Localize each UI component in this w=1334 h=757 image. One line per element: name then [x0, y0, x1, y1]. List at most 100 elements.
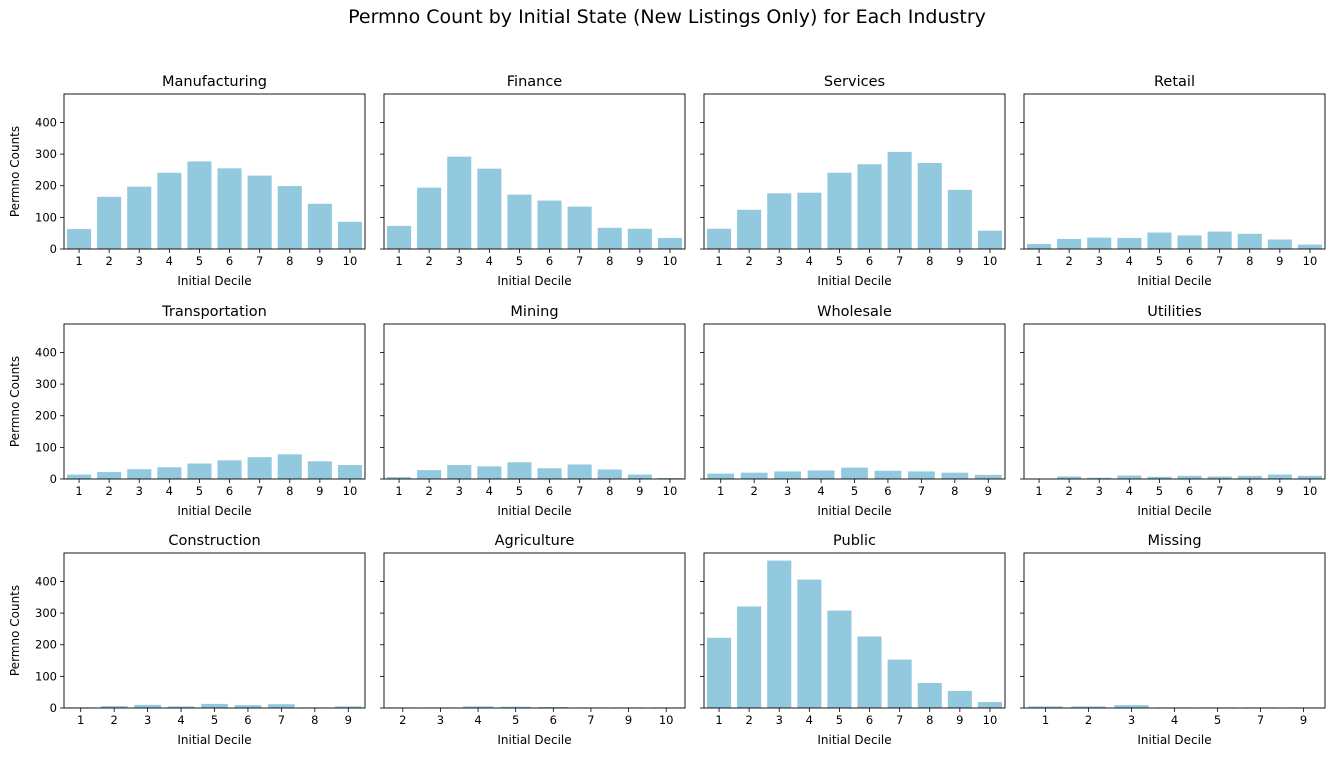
- x-tick-label: 7: [1257, 713, 1264, 727]
- x-tick-label: 2: [425, 254, 432, 268]
- x-tick-label: 9: [316, 254, 323, 268]
- x-tick-label: 9: [636, 254, 643, 268]
- bar: [947, 690, 972, 708]
- bar: [707, 637, 732, 708]
- bar: [908, 471, 935, 479]
- bar: [1267, 239, 1292, 249]
- x-tick-label: 4: [177, 713, 184, 727]
- bar: [337, 221, 362, 249]
- x-axis-label: Initial Decile: [1137, 733, 1211, 747]
- bar: [337, 465, 362, 479]
- bar: [841, 467, 868, 479]
- x-tick-label: 3: [776, 254, 783, 268]
- y-tick-label: 100: [35, 210, 57, 224]
- x-tick-label: 6: [546, 484, 553, 498]
- bar: [974, 474, 1002, 479]
- axes-frame: [703, 323, 1006, 480]
- bar: [977, 230, 1002, 249]
- x-tick-label: 2: [105, 254, 112, 268]
- bar: [941, 472, 969, 479]
- subplot-title: Utilities: [1147, 304, 1202, 320]
- x-tick-label: 10: [663, 254, 678, 268]
- subplot-title: Retail: [1154, 74, 1195, 90]
- bar: [917, 683, 942, 708]
- bar: [97, 472, 122, 479]
- subplot-title: Agriculture: [495, 533, 575, 549]
- x-tick-label: 7: [896, 713, 903, 727]
- bar: [247, 175, 272, 249]
- axes-frame: [383, 93, 686, 250]
- y-tick-label: 300: [35, 377, 57, 391]
- x-tick-label: 6: [226, 254, 233, 268]
- y-tick-label: 0: [50, 242, 57, 256]
- bar: [537, 468, 562, 479]
- bar: [1237, 475, 1262, 479]
- bar: [1087, 477, 1112, 479]
- bar: [1297, 244, 1322, 249]
- x-tick-label: 5: [836, 254, 843, 268]
- bar: [737, 606, 762, 708]
- x-tick-label: 4: [474, 713, 481, 727]
- y-tick-label: 0: [50, 701, 57, 715]
- bar: [1177, 235, 1202, 249]
- x-tick-label: 3: [136, 484, 143, 498]
- bar: [97, 196, 122, 249]
- x-tick-label: 10: [343, 254, 358, 268]
- y-tick-label: 200: [35, 638, 57, 652]
- x-tick-label: 2: [751, 484, 758, 498]
- bar: [1057, 476, 1082, 479]
- bar: [307, 461, 332, 479]
- x-tick-label: 2: [1065, 484, 1072, 498]
- bar: [67, 229, 92, 249]
- bar: [657, 237, 682, 249]
- bar: [307, 203, 332, 249]
- figure-title: Permno Count by Initial State (New Listi…: [348, 6, 986, 28]
- x-tick-label: 8: [606, 484, 613, 498]
- x-axis-label: Initial Decile: [177, 733, 251, 747]
- subplot-title: Missing: [1147, 533, 1201, 549]
- x-tick-label: 9: [636, 484, 643, 498]
- x-tick-label: 1: [717, 484, 724, 498]
- x-axis-label: Initial Decile: [177, 274, 251, 288]
- subplot-finance: 1 2 3 4 5 6 7 8 9 10 Finance Initial Decile: [380, 74, 686, 288]
- x-tick-label: 7: [587, 713, 594, 727]
- x-tick-label: 2: [111, 713, 118, 727]
- x-tick-label: 6: [866, 713, 873, 727]
- x-tick-label: 6: [244, 713, 251, 727]
- x-tick-label: 3: [456, 254, 463, 268]
- x-tick-label: 5: [851, 484, 858, 498]
- bar: [100, 706, 128, 708]
- x-tick-label: 8: [286, 254, 293, 268]
- subplot-services: 1 2 3 4 5 6 7 8 9 10 Services Initial Decile: [700, 74, 1006, 288]
- bar: [157, 467, 182, 479]
- bar: [67, 474, 92, 479]
- y-tick-label: 0: [50, 472, 57, 486]
- y-tick-label: 400: [35, 574, 57, 588]
- x-tick-label: 9: [1300, 713, 1307, 727]
- bar: [447, 156, 472, 249]
- bar: [1267, 474, 1292, 479]
- x-tick-label: 4: [1126, 254, 1133, 268]
- bar: [797, 579, 822, 708]
- x-tick-label: 1: [75, 254, 82, 268]
- bar: [1177, 475, 1202, 479]
- subplot-public: 1 2 3 4 5 6 7 8 9 10 Public Initial Decile: [700, 533, 1006, 747]
- subplot-wholesale: 1 2 3 4 5 6 7 8 9 Wholesale Initial Decile: [700, 304, 1006, 518]
- bar: [234, 705, 262, 708]
- bar: [567, 206, 592, 249]
- bar: [774, 471, 801, 479]
- x-tick-label: 5: [836, 713, 843, 727]
- bar: [1117, 237, 1142, 249]
- x-tick-label: 4: [486, 484, 493, 498]
- x-tick-label: 5: [196, 484, 203, 498]
- x-tick-label: 4: [1171, 713, 1178, 727]
- subplot-title: Wholesale: [817, 304, 892, 320]
- axes-frame: [383, 552, 686, 709]
- axes-frame: [1023, 323, 1326, 480]
- bar: [567, 464, 592, 479]
- x-tick-label: 1: [1035, 484, 1042, 498]
- axes-frame: [703, 552, 1006, 709]
- subplot-title: Manufacturing: [162, 74, 267, 90]
- x-tick-label: 10: [343, 484, 358, 498]
- x-tick-label: 8: [311, 713, 318, 727]
